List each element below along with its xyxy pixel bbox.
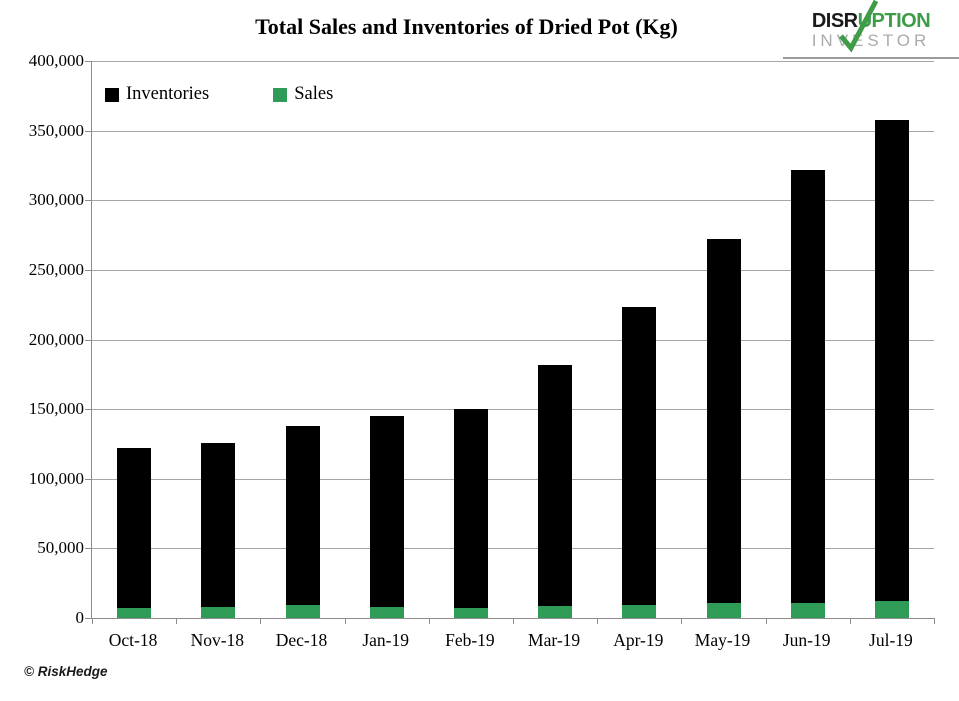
y-tick-label: 200,000 — [28, 329, 84, 349]
y-tick-label: 300,000 — [28, 190, 84, 210]
x-axis-tickmark — [428, 618, 430, 624]
bar-sales-segment — [706, 602, 741, 618]
x-tick-label: May-19 — [694, 630, 751, 650]
gridline — [92, 61, 934, 62]
logo-wordmark: DISRUPTION — [783, 10, 959, 32]
legend: Inventories Sales — [105, 84, 333, 105]
bar-sales-segment — [201, 606, 236, 618]
legend-item-sales: Sales — [273, 84, 333, 105]
gridline — [92, 548, 934, 550]
bar-inventories-segment — [874, 119, 909, 601]
bar-inventories-segment — [369, 416, 404, 607]
logo-text-green: UPTION — [857, 10, 931, 32]
bar-Nov-18 — [201, 442, 236, 618]
bar-Jul-19 — [874, 119, 909, 618]
x-tick-label: Jul-19 — [869, 630, 913, 650]
x-axis-tickmark — [260, 618, 262, 624]
gridline — [92, 339, 934, 341]
gridline — [92, 269, 934, 271]
x-tick-label: Nov-18 — [190, 630, 245, 650]
gridline — [92, 409, 934, 411]
y-axis-tickmark — [85, 339, 91, 341]
bar-Jun-19 — [790, 169, 825, 618]
x-tick-label: Mar-19 — [528, 630, 581, 650]
x-tick-label: Dec-18 — [275, 630, 328, 650]
x-axis-tickmark — [934, 618, 935, 624]
inventories-swatch-icon — [105, 87, 119, 102]
x-axis-labels: Oct-18 Nov-18 Dec-18 Jan-19 Feb-19 Mar-19 Apr-… — [91, 630, 933, 654]
bar-sales-segment — [622, 604, 657, 618]
legend-item-inventories: Inventories — [105, 84, 209, 105]
y-axis-tickmark — [85, 130, 91, 132]
bar-sales-segment — [285, 605, 320, 618]
bar-inventories-segment — [285, 425, 320, 606]
gridline — [92, 478, 934, 480]
legend-label: Sales — [294, 84, 334, 104]
y-axis-tickmark — [85, 269, 91, 271]
x-tick-label: Oct-18 — [108, 630, 158, 650]
y-axis-tickmark — [85, 200, 91, 202]
y-axis-tickmark — [85, 61, 91, 62]
bar-inventories-segment — [201, 442, 236, 607]
logo-subtext: INVESTOR — [811, 31, 931, 50]
y-tick-label: 150,000 — [28, 399, 84, 419]
bar-Mar-19 — [538, 364, 573, 618]
bar-Oct-18 — [117, 448, 152, 618]
gridline — [92, 130, 934, 132]
sales-swatch-icon — [273, 87, 288, 102]
x-axis-tickmark — [681, 618, 683, 624]
copyright-note: © RiskHedge — [24, 664, 108, 679]
x-axis-tickmark — [597, 618, 599, 624]
x-axis-tickmark — [765, 618, 767, 624]
bar-inventories-segment — [453, 409, 488, 608]
y-axis-tickmark — [85, 618, 91, 619]
x-axis-tickmark — [849, 618, 851, 624]
x-tick-label: Apr-19 — [613, 630, 664, 650]
bar-inventories-segment — [117, 448, 152, 609]
x-axis-tickmark — [513, 618, 514, 624]
y-axis-tickmark — [85, 409, 91, 411]
x-tick-label: Jun-19 — [782, 630, 831, 650]
y-tick-label: 50,000 — [37, 538, 84, 558]
y-tick-label: 350,000 — [28, 120, 84, 140]
bar-sales-segment — [790, 602, 825, 618]
bar-inventories-segment — [538, 364, 573, 607]
bar-inventories-segment — [622, 307, 657, 605]
y-axis-labels: 400,000 350,000 300,000 250,000 200,000 150,0… — [0, 52, 85, 631]
bar-Jan-19 — [369, 416, 404, 618]
legend-label: Inventories — [126, 84, 210, 104]
logo-text-black: DISR — [811, 10, 858, 32]
bar-May-19 — [706, 239, 741, 618]
gridline — [92, 200, 934, 202]
y-tick-label: 250,000 — [28, 259, 84, 279]
x-tick-label: Jan-19 — [362, 630, 410, 650]
bar-sales-segment — [117, 608, 152, 618]
chart-title: Total Sales and Inventories of Dried Pot… — [255, 14, 678, 39]
bar-sales-segment — [369, 606, 404, 618]
y-axis-tickmark — [85, 478, 91, 480]
y-axis-tickmark — [85, 548, 91, 550]
bar-Apr-19 — [622, 307, 657, 618]
x-axis-tickmark — [92, 618, 93, 624]
x-axis-tickmark — [344, 618, 346, 624]
y-tick-label: 100,000 — [28, 468, 84, 488]
y-tick-label: 400,000 — [28, 51, 84, 70]
bar-sales-segment — [453, 607, 488, 618]
disruption-investor-logo: DISRUPTION INVESTOR — [783, 0, 959, 59]
x-tick-label: Feb-19 — [445, 630, 495, 650]
x-axis-tickmark — [176, 618, 178, 624]
bar-sales-segment — [538, 606, 573, 618]
y-tick-label: 0 — [75, 608, 85, 627]
bar-inventories-segment — [790, 169, 825, 603]
bar-Feb-19 — [453, 409, 488, 618]
plot-area — [85, 61, 935, 624]
bar-Dec-18 — [285, 425, 320, 618]
bar-inventories-segment — [706, 239, 741, 603]
bar-sales-segment — [874, 600, 909, 618]
